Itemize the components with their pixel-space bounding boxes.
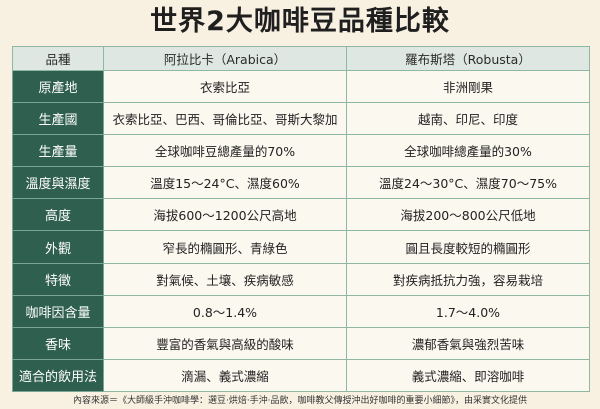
- row-label: 生產國: [12, 102, 104, 136]
- arabica-cell: 全球咖啡豆總產量的70%: [103, 134, 347, 168]
- robusta-cell: 溫度24～30°C、濕度70～75%: [346, 166, 590, 200]
- table-row: 外觀 窄長的橢圓形、青綠色 圓且長度較短的橢圓形: [12, 230, 590, 264]
- row-label: 高度: [12, 198, 104, 232]
- robusta-cell: 全球咖啡總產量的30%: [346, 134, 590, 168]
- table-row: 香味 豐富的香氣與高級的酸味 濃郁香氣與強烈苦味: [12, 326, 590, 360]
- header-robusta: 羅布斯塔（Robusta）: [346, 46, 590, 71]
- table-row: 適合的飲用法 滴漏、義式濃縮 義式濃縮、即溶咖啡: [12, 358, 590, 393]
- table-row: 特徵 對氣候、土壤、疾病敏感 對疾病抵抗力強，容易栽培: [12, 262, 590, 296]
- row-label: 香味: [12, 326, 104, 360]
- table-row: 咖啡因含量 0.8～1.4% 1.7～4.0%: [12, 294, 590, 328]
- row-label: 生產量: [12, 134, 104, 168]
- header-variety: 品種: [12, 46, 104, 71]
- arabica-cell: 衣索比亞、巴西、哥倫比亞、哥斯大黎加: [103, 102, 347, 136]
- robusta-cell: 非洲剛果: [346, 69, 590, 104]
- arabica-cell: 滴漏、義式濃縮: [103, 358, 347, 393]
- page-title: 世界2大咖啡豆品種比較: [150, 6, 450, 37]
- row-label: 外觀: [12, 230, 104, 264]
- source-footer: 內容來源＝《大師級手沖咖啡學：選豆·烘焙·手沖·品飲，咖啡教父傳授沖出好咖啡的重…: [72, 396, 528, 406]
- arabica-cell: 對氣候、土壤、疾病敏感: [103, 262, 347, 296]
- row-label: 溫度與濕度: [12, 166, 104, 200]
- arabica-cell: 0.8～1.4%: [103, 294, 347, 328]
- robusta-cell: 義式濃縮、即溶咖啡: [346, 358, 590, 393]
- arabica-cell: 窄長的橢圓形、青綠色: [103, 230, 347, 264]
- robusta-cell: 圓且長度較短的橢圓形: [346, 230, 590, 264]
- arabica-cell: 海拔600～1200公尺高地: [103, 198, 347, 232]
- row-label: 咖啡因含量: [12, 294, 104, 328]
- robusta-cell: 對疾病抵抗力強，容易栽培: [346, 262, 590, 296]
- arabica-cell: 豐富的香氣與高級的酸味: [103, 326, 347, 360]
- row-label: 原產地: [12, 69, 104, 104]
- row-label: 特徵: [12, 262, 104, 296]
- row-label: 適合的飲用法: [12, 358, 104, 393]
- robusta-cell: 海拔200～800公尺低地: [346, 198, 590, 232]
- arabica-cell: 衣索比亞: [103, 69, 347, 104]
- robusta-cell: 越南、印尼、印度: [346, 102, 590, 136]
- robusta-cell: 濃郁香氣與強烈苦味: [346, 326, 590, 360]
- comparison-table: 品種 阿拉比卡（Arabica） 羅布斯塔（Robusta） 原產地 衣索比亞 …: [12, 46, 590, 393]
- table-row: 原產地 衣索比亞 非洲剛果: [12, 69, 590, 104]
- arabica-cell: 溫度15～24°C、濕度60%: [103, 166, 347, 200]
- table-row: 溫度與濕度 溫度15～24°C、濕度60% 溫度24～30°C、濕度70～75%: [12, 166, 590, 200]
- table-header-row: 品種 阿拉比卡（Arabica） 羅布斯塔（Robusta）: [12, 46, 590, 71]
- table-row: 生產量 全球咖啡豆總產量的70% 全球咖啡總產量的30%: [12, 134, 590, 168]
- header-arabica: 阿拉比卡（Arabica）: [103, 46, 347, 71]
- table-row: 高度 海拔600～1200公尺高地 海拔200～800公尺低地: [12, 198, 590, 232]
- robusta-cell: 1.7～4.0%: [346, 294, 590, 328]
- table-row: 生產國 衣索比亞、巴西、哥倫比亞、哥斯大黎加 越南、印尼、印度: [12, 102, 590, 136]
